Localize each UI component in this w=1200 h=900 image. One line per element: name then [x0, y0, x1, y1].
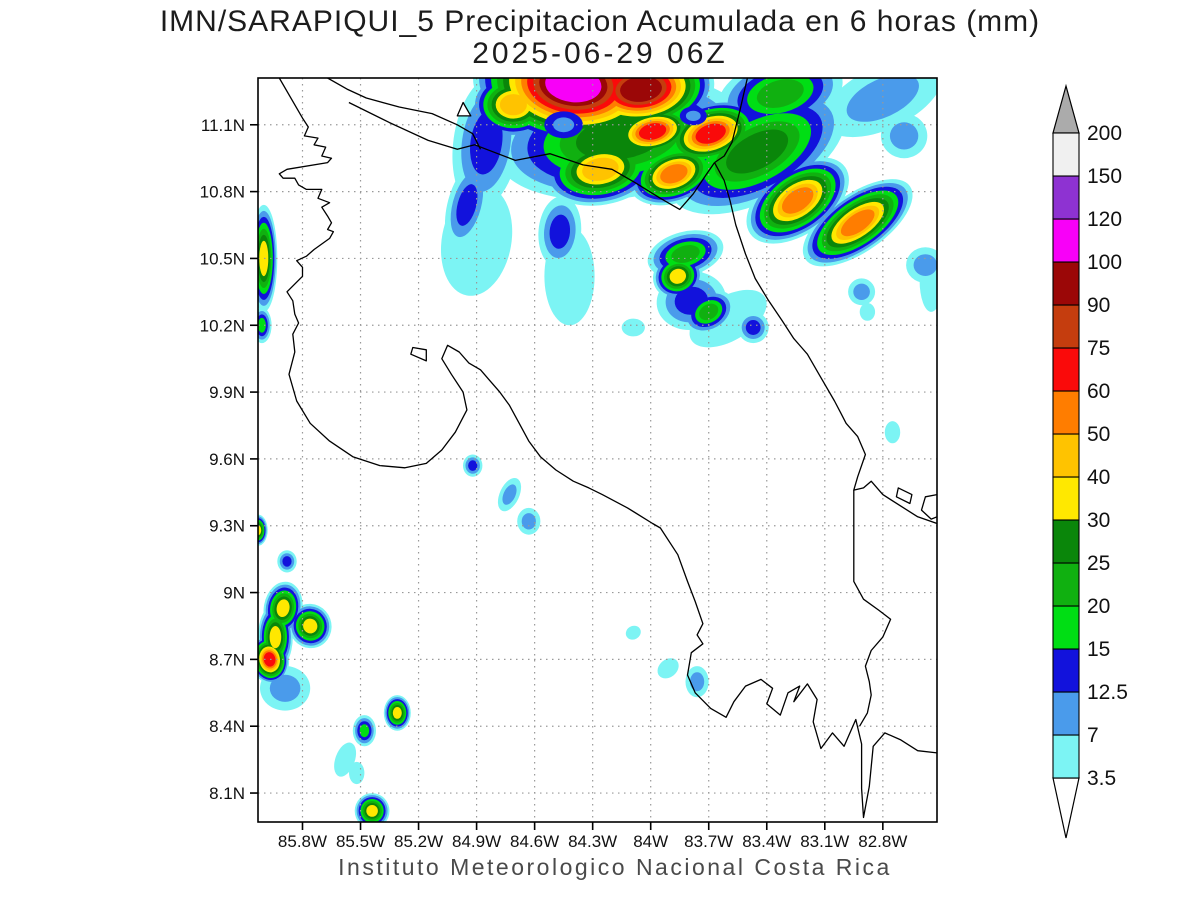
lat-tick-label: 8.1N: [209, 784, 245, 803]
precip-shading: [258, 78, 937, 822]
blue-pocket-core: [553, 117, 575, 133]
colorbar-label: 100: [1087, 251, 1122, 274]
coastline-path: [713, 162, 937, 525]
lon-tick-label: 85.8W: [278, 832, 327, 851]
colorbar-swatch: [1052, 734, 1080, 779]
lat-tick-label: 8.7N: [209, 650, 245, 669]
colorbar-label: 7: [1087, 724, 1099, 747]
colorbar-label: 60: [1087, 380, 1110, 403]
axis-tick-labels: 85.8W 85.5W 85.2W 84.9W 84.6W 84.3W 84W 83.7W 83…: [200, 116, 908, 851]
colorbar-label: 12.5: [1087, 681, 1128, 704]
lat-tick-label: 10.8N: [200, 183, 245, 202]
lat-tick-label: 9.6N: [209, 450, 245, 469]
colorbar-label: 50: [1087, 423, 1110, 446]
axis-ticks: [250, 123, 884, 830]
island-outline: [895, 487, 913, 505]
colorbar-over-arrow: [1052, 83, 1080, 134]
coastline-path: [348, 101, 716, 211]
colorbar-label: 150: [1087, 165, 1122, 188]
lon-tick-label: 84.3W: [568, 832, 617, 851]
colorbar-swatch: [1052, 261, 1080, 306]
coastline-path: [853, 490, 892, 727]
lon-tick-label: 83.4W: [742, 832, 791, 851]
lat-tick-label: 9N: [223, 584, 245, 603]
colorbar-under-arrow: [1052, 777, 1080, 839]
lon-tick-label: 82.8W: [858, 832, 907, 851]
precip-level-100: [545, 78, 602, 103]
lat-tick-label: 10.5N: [200, 249, 245, 268]
island-outline: [456, 101, 472, 117]
colorbar-label: 75: [1087, 337, 1110, 360]
colorbar-swatch: [1052, 390, 1080, 435]
coastline-path: [278, 78, 937, 819]
footer-attribution: Instituto Meteorologico Nacional Costa R…: [338, 854, 892, 880]
coastline-path: [327, 78, 482, 150]
lon-tick-label: 84.6W: [510, 832, 559, 851]
colorbar-swatch: [1052, 562, 1080, 607]
colorbar-label: 90: [1087, 294, 1110, 317]
lon-tick-label: 83.7W: [684, 832, 733, 851]
lat-tick-label: 9.3N: [209, 517, 245, 536]
lon-tick-label: 85.2W: [394, 832, 443, 851]
colorbar-swatch: [1052, 476, 1080, 521]
colorbar-swatch: [1052, 175, 1080, 220]
colorbar-label: 20: [1087, 595, 1110, 618]
page-title: IMN/SARAPIQUI_5 Precipitacion Acumulada …: [159, 5, 1041, 38]
lat-tick-label: 11.1N: [201, 116, 245, 135]
colorbar-swatch: [1052, 132, 1080, 177]
colorbar-label: 25: [1087, 552, 1110, 575]
blue-pocket-core: [685, 110, 701, 121]
colorbar: 3.5 7 12.5 15 20 25 30 40 50 60 75 90 100 120 150 200: [1052, 83, 1128, 839]
colorbar-label: 120: [1087, 208, 1122, 231]
colorbar-label: 200: [1087, 122, 1122, 145]
lat-tick-label: 9.9N: [209, 383, 245, 402]
lon-tick-label: 84W: [633, 832, 668, 851]
colorbar-swatch: [1052, 218, 1080, 263]
page-subtitle-datetime: 2025-06-29 06Z: [472, 37, 728, 70]
lon-tick-label: 85.5W: [336, 832, 385, 851]
lat-tick-label: 8.4N: [209, 717, 245, 736]
colorbar-label: 3.5: [1087, 767, 1116, 790]
coastline-path: [714, 78, 749, 164]
colorbar-swatch: [1052, 347, 1080, 392]
colorbar-swatch: [1052, 519, 1080, 564]
colorbar-label: 15: [1087, 638, 1110, 661]
colorbar-swatch: [1052, 648, 1080, 693]
coastline-layer: [278, 78, 937, 819]
colorbar-label: 40: [1087, 466, 1110, 489]
colorbar-label: 30: [1087, 509, 1110, 532]
lon-tick-label: 83.1W: [800, 832, 849, 851]
colorbar-swatch: [1052, 304, 1080, 349]
lat-tick-label: 10.2N: [200, 316, 245, 335]
colorbar-swatch: [1052, 605, 1080, 650]
colorbar-swatch: [1052, 433, 1080, 478]
plot-frame: [257, 77, 938, 823]
lon-tick-label: 84.9W: [452, 832, 501, 851]
coastline-path: [920, 493, 937, 520]
colorbar-swatch: [1052, 691, 1080, 736]
island-outline: [410, 346, 427, 362]
